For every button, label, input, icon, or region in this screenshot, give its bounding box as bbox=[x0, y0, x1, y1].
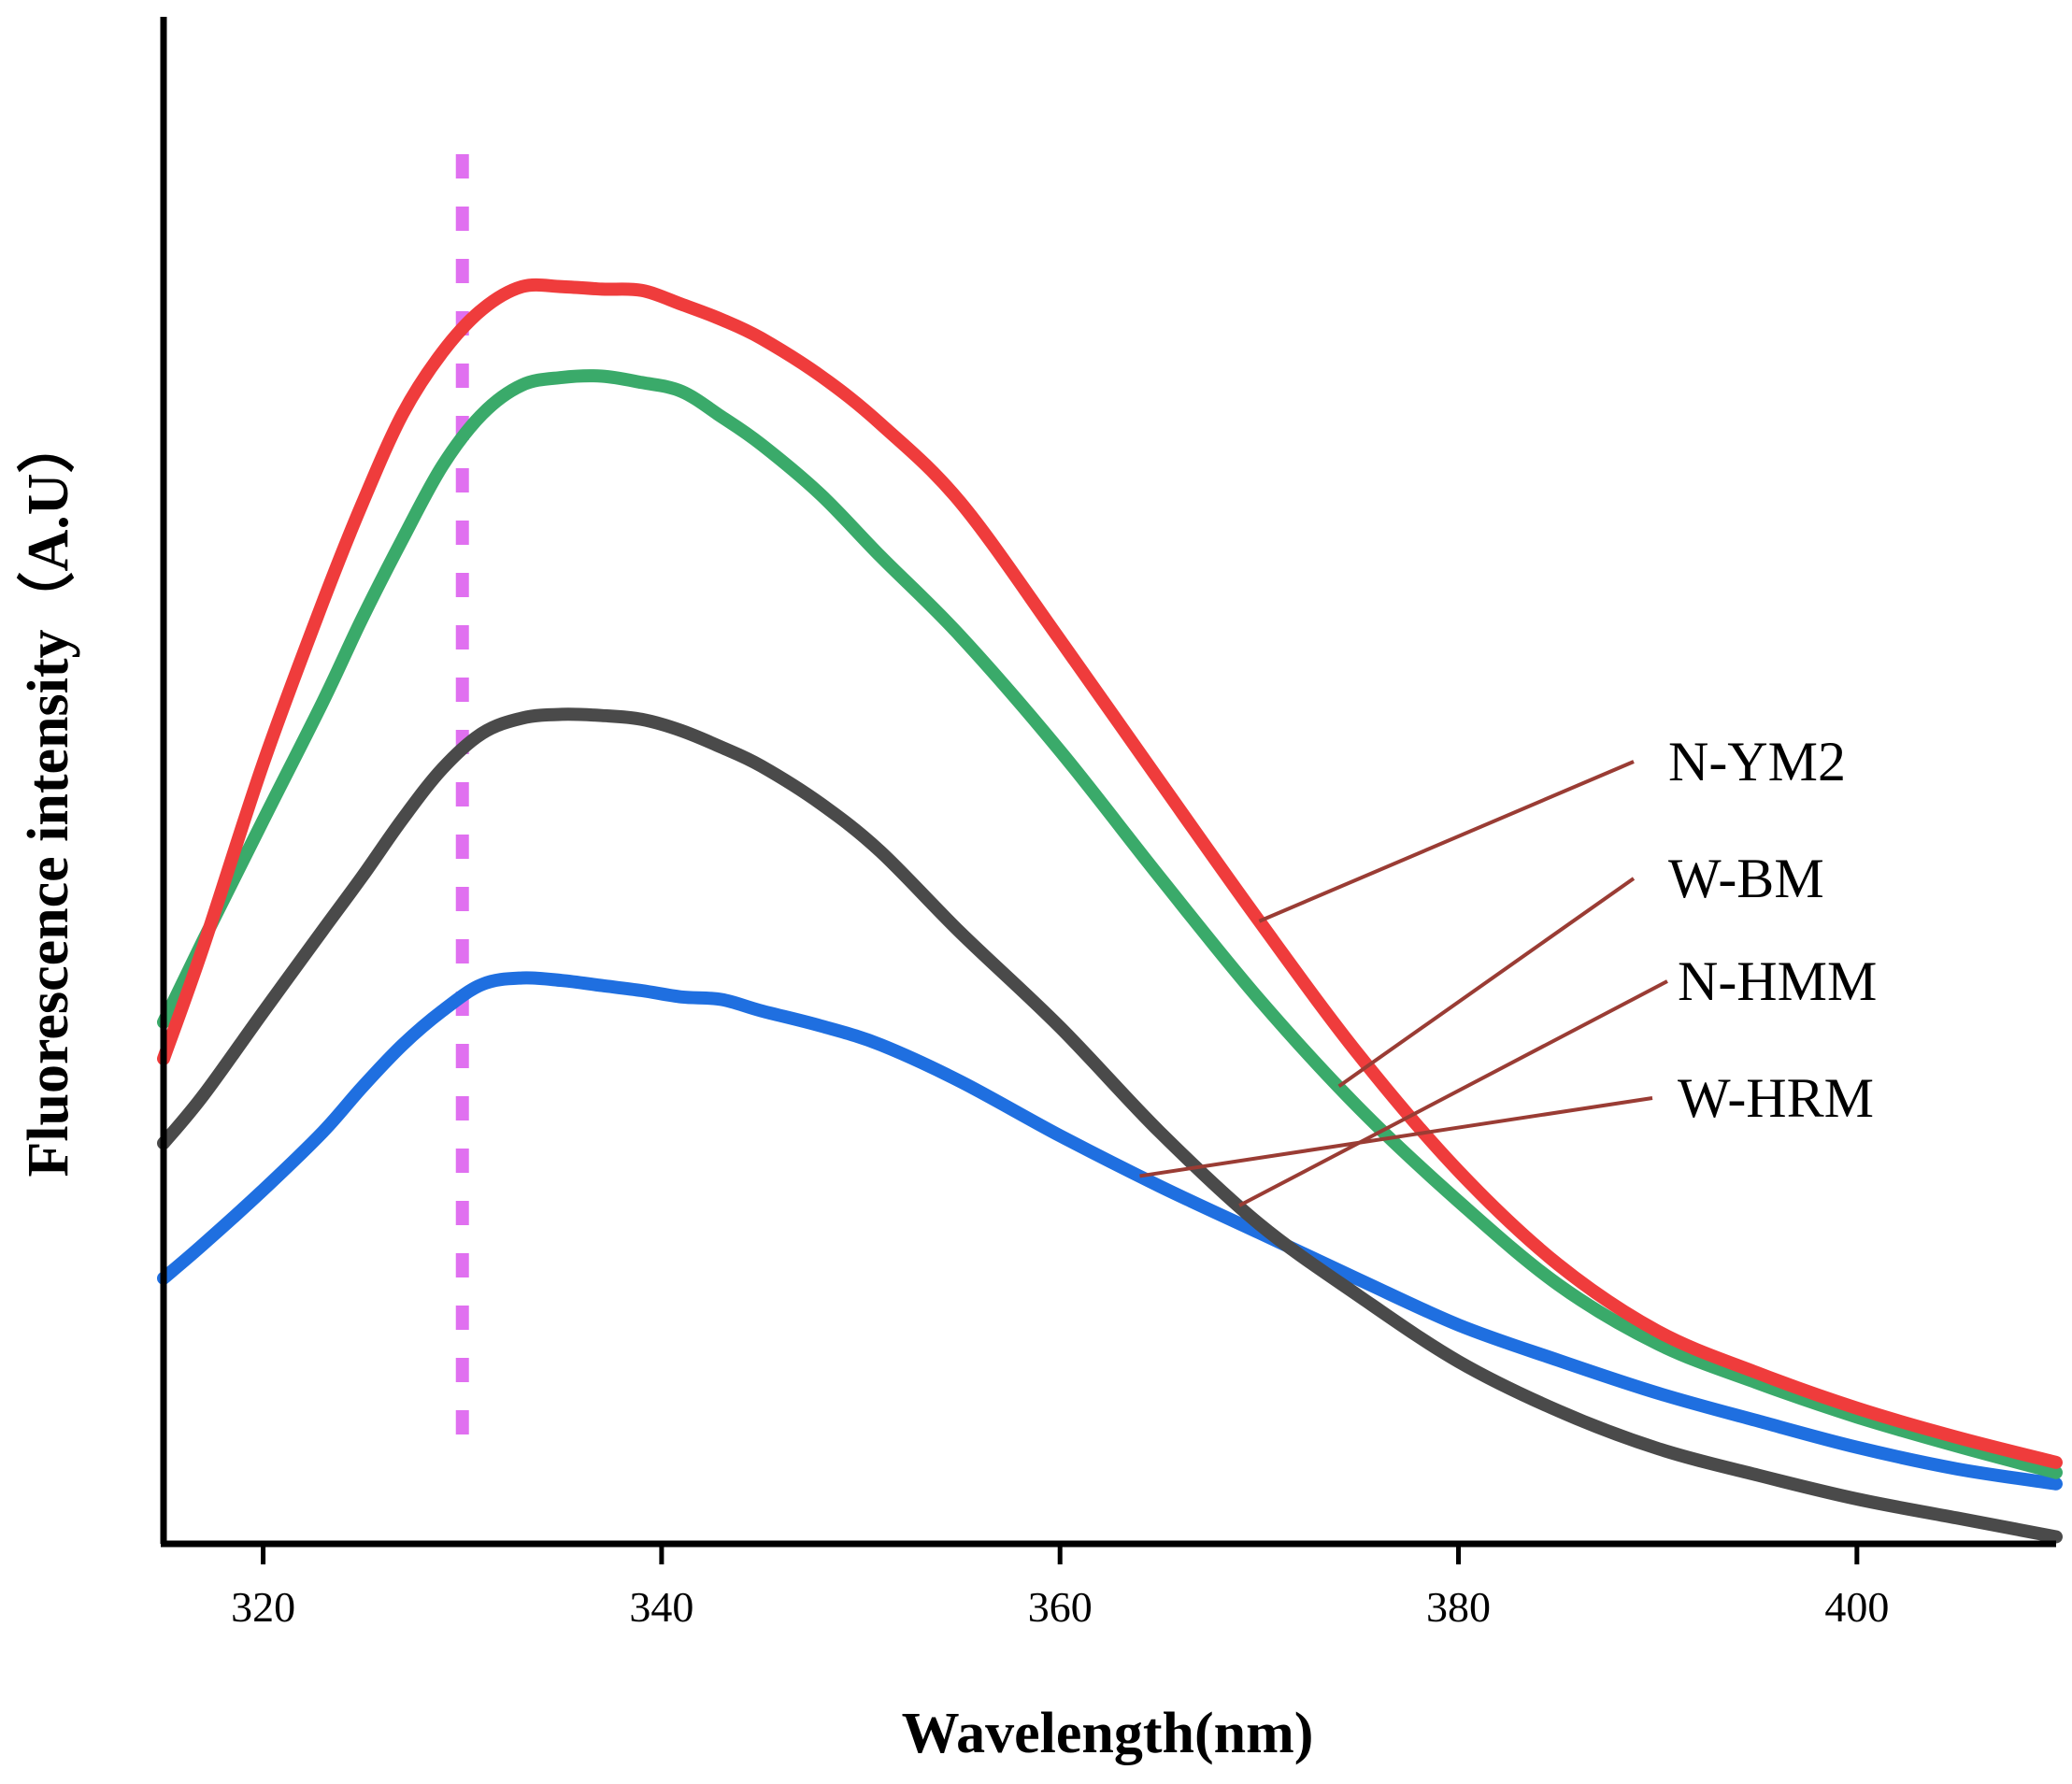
series-line-n-ym2 bbox=[157, 278, 2063, 1469]
leader-line-n-hmm bbox=[1238, 979, 1668, 1207]
series-label-w-hrm: W-HRM bbox=[1678, 1067, 1874, 1129]
series-line-w-hrm bbox=[157, 971, 2063, 1491]
x-tick-label-400: 400 bbox=[1824, 1583, 1889, 1631]
x-tick-layer: 320 340 360 380 400 bbox=[231, 1544, 1889, 1631]
y-axis-title: Fluorescence intensity（A.U） bbox=[15, 415, 80, 1177]
leader-line-w-hrm bbox=[1139, 1096, 1653, 1178]
series-label-n-hmm: N-HMM bbox=[1678, 950, 1877, 1012]
leader-line-layer bbox=[1139, 760, 1668, 1207]
x-tick-label-360: 360 bbox=[1028, 1583, 1093, 1631]
leader-line-w-bm bbox=[1337, 877, 1636, 1088]
x-tick-label-380: 380 bbox=[1426, 1583, 1491, 1631]
series-line-n-hmm bbox=[157, 707, 2063, 1544]
leader-line-n-ym2 bbox=[1258, 760, 1635, 923]
x-axis-title: Wavelength(nm) bbox=[902, 1702, 1314, 1765]
series-label-w-bm: W-BM bbox=[1668, 848, 1824, 909]
series-label-layer: N-YM2 W-BM N-HMM W-HRM bbox=[1668, 731, 1877, 1129]
series-line-w-bm bbox=[157, 369, 2063, 1479]
axes-layer bbox=[160, 17, 2056, 1548]
x-tick-label-320: 320 bbox=[231, 1583, 295, 1631]
x-tick-label-340: 340 bbox=[629, 1583, 693, 1631]
series-label-n-ym2: N-YM2 bbox=[1668, 731, 1846, 792]
series-layer bbox=[157, 278, 2063, 1544]
